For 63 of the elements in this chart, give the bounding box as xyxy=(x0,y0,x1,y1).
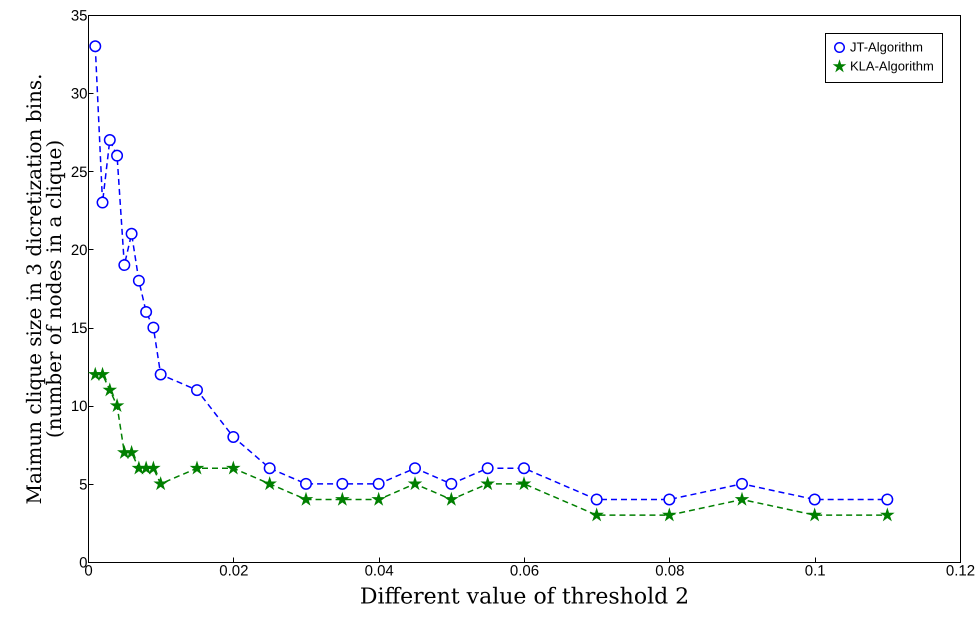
point xyxy=(300,478,312,490)
y-tick-label: 30 xyxy=(70,86,88,103)
point xyxy=(882,509,894,520)
point xyxy=(89,40,102,52)
point xyxy=(191,384,203,396)
point xyxy=(482,462,494,474)
y-tick-label: 20 xyxy=(70,242,88,259)
y-tick-label: 10 xyxy=(70,398,88,416)
point xyxy=(446,493,458,504)
point xyxy=(518,478,530,489)
point xyxy=(372,493,384,504)
point xyxy=(154,478,166,489)
legend-label: KLA-Algorithm xyxy=(850,58,934,74)
point xyxy=(227,430,240,443)
point xyxy=(140,306,152,318)
point xyxy=(518,462,530,474)
point xyxy=(409,462,421,474)
point xyxy=(664,509,676,520)
point xyxy=(148,462,160,474)
point xyxy=(663,494,676,506)
point xyxy=(808,494,821,506)
point xyxy=(96,368,108,380)
point xyxy=(228,462,240,474)
point xyxy=(300,493,312,504)
x-tick-label: 0.12 xyxy=(946,562,976,580)
point xyxy=(118,259,130,272)
point xyxy=(111,400,123,411)
point xyxy=(336,478,348,490)
y-axis-title: Maimun clique size in 3 dicretization bins. (number of nodes in a clique) xyxy=(22,74,66,504)
point xyxy=(808,509,820,520)
point xyxy=(372,478,385,490)
point xyxy=(336,493,348,504)
point xyxy=(445,478,458,490)
point xyxy=(126,446,138,458)
point xyxy=(264,462,276,474)
point xyxy=(132,274,145,287)
point xyxy=(147,322,160,334)
x-tick-label: 0.06 xyxy=(510,562,540,580)
point xyxy=(264,478,276,489)
y-tick-label: 15 xyxy=(70,320,88,338)
point xyxy=(736,478,748,490)
point xyxy=(126,228,138,240)
point xyxy=(111,150,124,162)
point xyxy=(736,493,748,504)
y-tick-label: 25 xyxy=(70,164,88,181)
legend-label: JT-Algorithm xyxy=(850,40,923,54)
point xyxy=(104,134,116,146)
point xyxy=(881,494,894,506)
point xyxy=(482,478,494,489)
point xyxy=(96,196,109,209)
point xyxy=(590,509,602,520)
x-tick-label: 0.02 xyxy=(219,562,248,580)
y-tick-label: 5 xyxy=(79,476,88,494)
point xyxy=(104,384,116,396)
x-tick-label: 0.1 xyxy=(804,562,826,580)
x-tick-label: 0.04 xyxy=(364,562,394,580)
point xyxy=(191,462,203,474)
point xyxy=(154,368,167,380)
point xyxy=(590,494,603,506)
x-tick-label: 0.08 xyxy=(655,562,684,580)
point xyxy=(409,478,421,489)
x-axis-title: Different value of threshold 2 xyxy=(360,584,690,610)
y-tick-label: 35 xyxy=(70,8,88,24)
